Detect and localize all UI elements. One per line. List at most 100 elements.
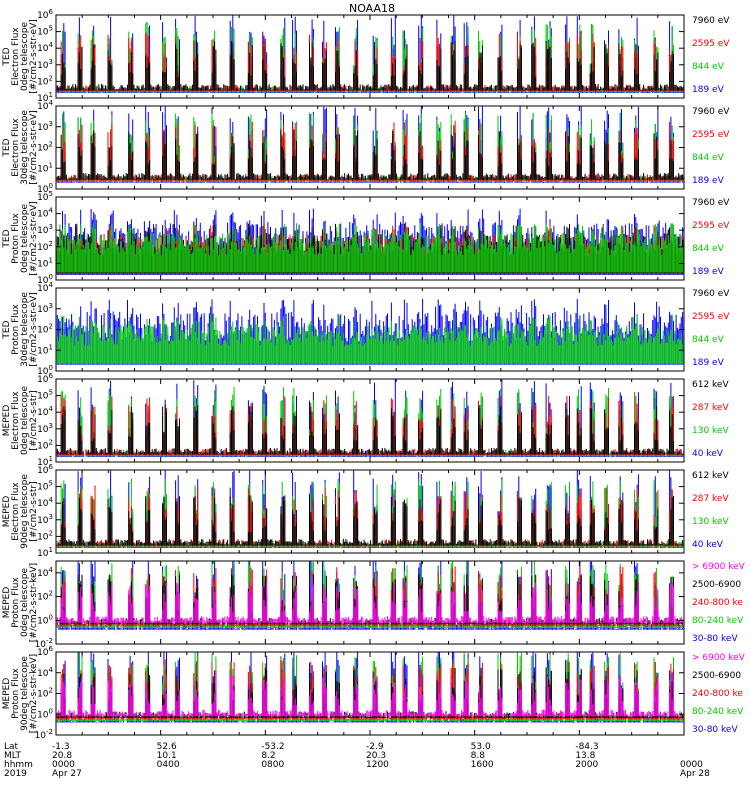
tick-base: 10	[37, 367, 49, 377]
y-tick-label: 101	[37, 256, 53, 269]
series-trace	[56, 379, 684, 457]
ylabel-line: Electron Flux	[11, 27, 21, 86]
tick-base: 10	[37, 499, 49, 509]
tick-base: 10	[37, 549, 49, 559]
series-trace	[56, 15, 684, 93]
tick-exp: 6	[49, 8, 54, 16]
tick-base: 10	[37, 77, 49, 87]
ylabel-line: 90deg telescope	[20, 656, 30, 731]
panel-3: TEDProton Flux0deg telescope[#/cm2-s-str…	[2, 190, 730, 286]
legend-entry: 40 keV	[692, 540, 724, 550]
tick-exp: 5	[49, 25, 53, 33]
ylabel-line: Electron Flux	[11, 118, 21, 177]
ylabel-line: MEPED	[2, 678, 12, 710]
series-trace	[56, 222, 684, 273]
tick-exp: 4	[49, 405, 54, 413]
ylabel-line: Proton Flux	[11, 668, 21, 719]
panel-2-traces	[56, 106, 684, 183]
tick-base: 10	[37, 466, 49, 476]
tick-base: 10	[37, 408, 49, 418]
y-tick-label: 102	[37, 590, 53, 603]
legend-entry: 80-240 keV	[692, 707, 744, 717]
x-tick-label: 0000	[52, 760, 75, 770]
legend-entry: 189 eV	[692, 176, 725, 186]
legend-entry: 240-800 ke	[692, 689, 743, 699]
x-tick-label: 0000	[680, 760, 703, 770]
tick-base: 10	[37, 569, 49, 579]
tick-base: 10	[37, 616, 49, 626]
tick-exp: 2	[49, 74, 53, 82]
series-trace	[56, 667, 684, 718]
ylabel-line: Electron Flux	[11, 391, 21, 450]
x-tick-label: 1600	[471, 760, 494, 770]
legend-entry: 2500-6900	[692, 671, 741, 681]
y-tick-label: 104	[37, 666, 53, 679]
x-row-label: MLT	[4, 751, 22, 761]
panel-1-ylabel: TEDElectron Flux0deg telescope[#/cm2-s-s…	[2, 19, 39, 94]
x-tick-label: 53.0	[471, 742, 491, 752]
tick-exp: 2	[49, 529, 53, 537]
tick-exp: 4	[49, 496, 54, 504]
y-tick-label: 105	[37, 480, 53, 493]
tick-exp: 3	[49, 513, 53, 521]
y-tick-label: 104	[37, 99, 53, 112]
series-trace	[56, 298, 684, 365]
series-trace	[56, 470, 684, 548]
series-trace	[56, 566, 684, 627]
tick-exp: 0	[49, 707, 53, 715]
ylabel-line: [#/cm2-s-str]	[29, 390, 39, 450]
tick-base: 10	[37, 441, 49, 451]
x-tick-label: 20.3	[366, 751, 386, 761]
series-trace	[56, 574, 684, 625]
tick-exp: 2	[49, 590, 53, 598]
y-tick-label: 101	[37, 343, 53, 356]
legend-entry: 844 eV	[692, 153, 725, 163]
tick-base: 10	[37, 690, 49, 700]
ylabel-line: Proton Flux	[11, 577, 21, 628]
y-tick-label: 103	[37, 58, 53, 71]
legend-entry: 7960 eV	[692, 16, 730, 26]
y-tick-label: 10-2	[35, 637, 53, 650]
panel-8-ylabel: MEPEDProton Flux90deg telescope[#/cm2-s-…	[2, 654, 39, 733]
tick-exp: 5	[49, 190, 53, 198]
legend-entry: 2595 eV	[692, 130, 730, 140]
tick-exp: 3	[49, 302, 53, 310]
y-tick-label: 106	[37, 372, 53, 385]
ylabel-line: TED	[2, 138, 12, 157]
ylabel-line: [#/cm2-s-str-keV]	[29, 654, 39, 733]
series-trace	[56, 404, 684, 455]
x-tick-label: -84.3	[575, 742, 598, 752]
tick-exp: 1	[49, 455, 53, 463]
y-tick-label: 100	[37, 707, 53, 720]
legend-entry: 612 keV	[692, 380, 729, 390]
ylabel-line: TED	[2, 229, 12, 248]
series-trace	[56, 120, 684, 181]
ylabel-line: Proton Flux	[11, 213, 21, 264]
ylabel-line: 0deg telescope	[20, 204, 30, 274]
series-trace	[56, 23, 684, 93]
tick-base: 10	[37, 94, 49, 104]
legend-entry: 80-240 keV	[692, 616, 744, 626]
tick-base: 10	[37, 710, 49, 720]
tick-exp: 4	[49, 99, 54, 107]
legend-entry: 130 keV	[692, 517, 729, 527]
x-tick-label: 52.6	[157, 742, 177, 752]
ylabel-line: TED	[2, 47, 12, 66]
ylabel-line: 30deg telescope	[20, 110, 30, 185]
ylabel-line: 0deg telescope	[20, 386, 30, 456]
tick-base: 10	[37, 346, 49, 356]
legend-entry: 844 eV	[692, 62, 725, 72]
y-tick-label: 100	[37, 273, 53, 286]
panel-6: MEPEDElectron Flux90deg telescope[#/cm2-…	[2, 463, 729, 559]
chart-title: NOAA18	[349, 2, 395, 15]
y-tick-label: 104	[37, 281, 53, 294]
ylabel-line: [#/cm2-s-str-eV]	[29, 201, 39, 276]
panel-7: MEPEDProton Flux0deg telescope[#/cm2-s-s…	[2, 560, 746, 650]
y-tick-label: 10-2	[35, 728, 53, 741]
x-tick-label: -53.2	[261, 742, 284, 752]
tick-base: 10	[37, 425, 49, 435]
series-trace	[56, 386, 684, 457]
series-trace	[56, 675, 684, 717]
panel-1: TEDElectron Flux0deg telescope[#/cm2-s-s…	[2, 8, 730, 104]
legend-entry: 2500-6900	[692, 580, 741, 590]
